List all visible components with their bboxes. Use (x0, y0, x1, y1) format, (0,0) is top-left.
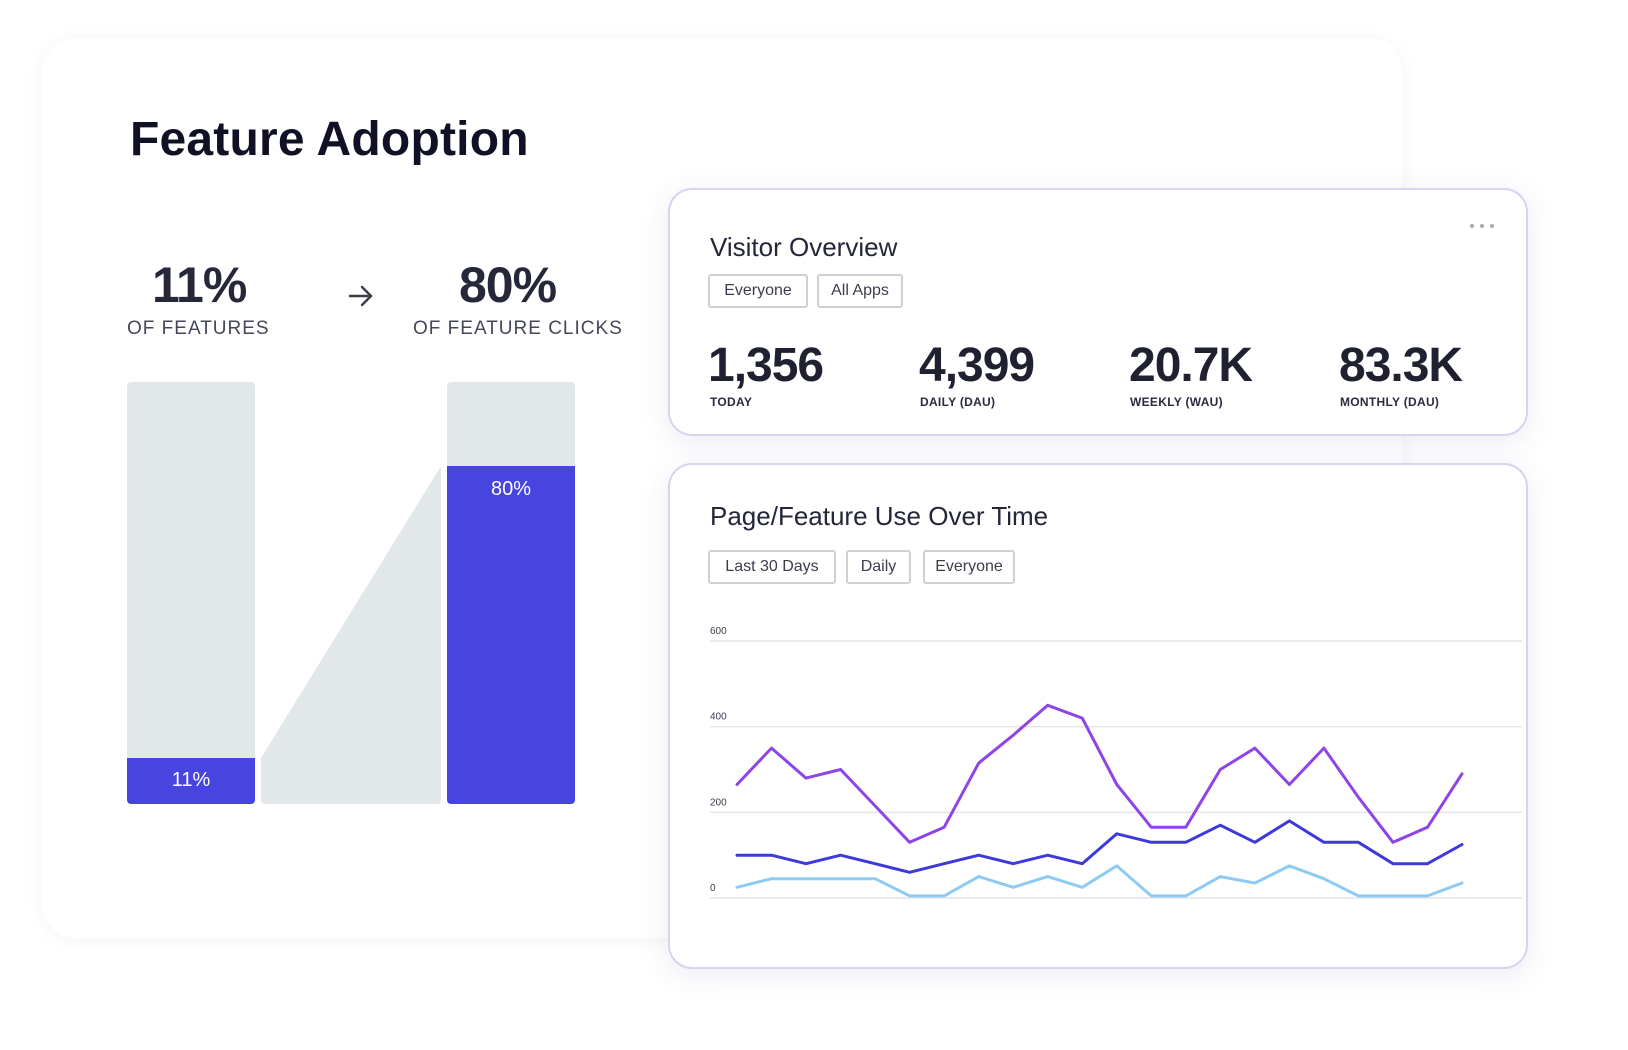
filter-all-apps[interactable]: All Apps (817, 274, 903, 308)
metric-daily-label: DAILY (DAU) (920, 395, 996, 409)
visitor-overview-panel (668, 188, 1528, 436)
features-percent: 11% (152, 257, 247, 313)
y-tick-label: 600 (710, 626, 727, 637)
series-line-2 (735, 819, 1464, 874)
metric-monthly-label: MONTHLY (DAU) (1340, 395, 1440, 409)
filter-everyone-2[interactable]: Everyone (923, 550, 1015, 584)
metric-monthly-value: 83.3K (1339, 339, 1463, 392)
y-tick-label: 400 (710, 712, 727, 723)
feature-clicks-percent: 80% (459, 257, 557, 313)
page-feature-use-title: Page/Feature Use Over Time (710, 501, 1049, 531)
arrow-right-icon (348, 285, 373, 307)
features-bar-track (127, 382, 255, 804)
metric-today-value: 1,356 (708, 339, 824, 392)
metric-weekly-label: WEEKLY (WAU) (1130, 395, 1223, 409)
series-line-1 (735, 703, 1464, 844)
visitor-overview-title: Visitor Overview (710, 232, 898, 262)
metric-today-label: TODAY (710, 395, 753, 409)
page-feature-use-panel (668, 463, 1528, 969)
filter-last-30-days[interactable]: Last 30 Days (708, 550, 836, 584)
series-line-3 (735, 864, 1464, 898)
feature-clicks-bar-fill (447, 466, 575, 804)
features-label: OF FEATURES (127, 318, 270, 339)
more-horizontal-icon[interactable] (1468, 222, 1496, 230)
feature-use-line-chart: 600 400 200 0 (710, 626, 1522, 899)
y-tick-label: 200 (710, 797, 727, 808)
features-bar-fill (127, 758, 255, 804)
filter-everyone[interactable]: Everyone (708, 274, 808, 308)
filter-daily[interactable]: Daily (846, 550, 911, 584)
y-tick-label: 0 (710, 883, 716, 894)
feature-clicks-label: OF FEATURE CLICKS (413, 318, 623, 339)
metric-daily-value: 4,399 (919, 339, 1035, 392)
features-bar-label: 11% (171, 769, 211, 791)
feature-clicks-bar-label: 80% (490, 478, 532, 500)
metric-weekly-value: 20.7K (1129, 339, 1253, 392)
page-title: Feature Adoption (130, 113, 529, 166)
